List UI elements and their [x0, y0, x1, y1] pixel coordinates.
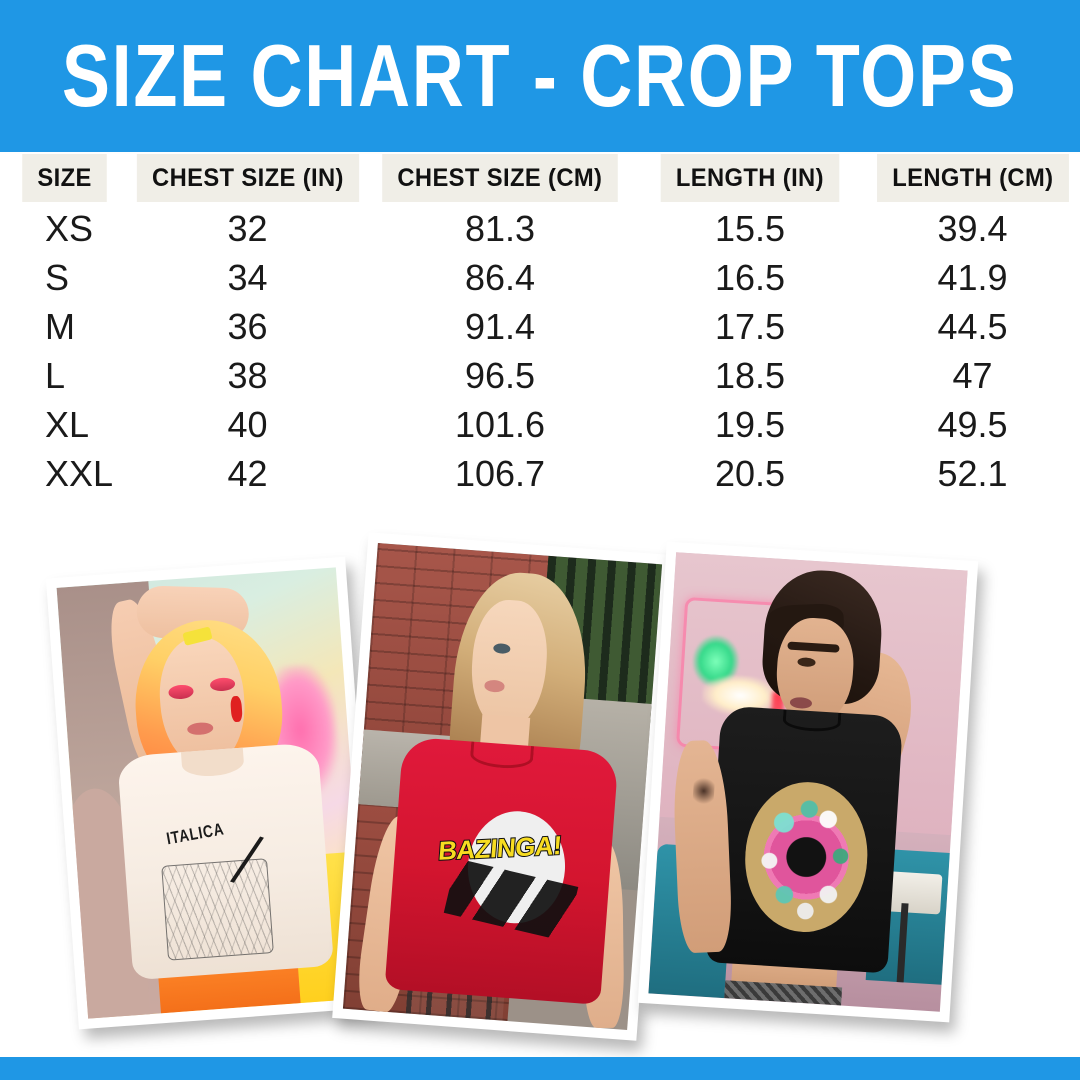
- cell-chest-in: 34: [227, 256, 268, 298]
- table-row: XS 32 81.3 15.5 39.4: [0, 204, 1080, 253]
- cell-chest-in: 38: [227, 354, 268, 396]
- header-row: SIZE CHEST SIZE (IN) CHEST SIZE (CM) LEN…: [0, 152, 1080, 204]
- cell-length-cm: 41.9: [937, 256, 1008, 298]
- cell-size: M: [45, 305, 75, 347]
- table-row: M 36 91.4 17.5 44.5: [0, 302, 1080, 351]
- table-row: S 34 86.4 16.5 41.9: [0, 253, 1080, 302]
- photo-card-bazinga: BAZINGA!: [332, 532, 673, 1041]
- cell-length-in: 18.5: [714, 354, 786, 396]
- size-table-header: SIZE CHEST SIZE (IN) CHEST SIZE (CM) LEN…: [0, 152, 1080, 204]
- table-row: L 38 96.5 18.5 47: [0, 351, 1080, 400]
- cell-length-in: 19.5: [714, 403, 786, 445]
- page-banner: SIZE CHART - CROP TOPS: [0, 0, 1080, 152]
- cell-chest-cm: 96.5: [464, 354, 536, 396]
- page-footer-strip: [0, 1057, 1080, 1080]
- cell-length-cm: 44.5: [937, 305, 1008, 347]
- photo-bazinga-crop-top: BAZINGA!: [342, 542, 663, 1031]
- model-tattoo: [692, 774, 715, 808]
- size-table-body: XS 32 81.3 15.5 39.4 S 34 86.4 16.5 41.9…: [0, 204, 1080, 498]
- size-table: SIZE CHEST SIZE (IN) CHEST SIZE (CM) LEN…: [0, 152, 1080, 498]
- cell-length-in: 17.5: [714, 305, 786, 347]
- cell-length-in: 16.5: [714, 256, 786, 298]
- column-header-chest-in: CHEST SIZE (IN): [130, 152, 365, 204]
- photo-card-donut: [637, 541, 979, 1023]
- column-header-size: SIZE: [0, 152, 130, 204]
- cell-size: L: [45, 354, 66, 396]
- cell-chest-cm: 81.3: [464, 207, 536, 249]
- page-title: SIZE CHART - CROP TOPS: [62, 26, 1018, 125]
- cell-chest-in: 42: [227, 452, 268, 494]
- column-header-chest-cm-label: CHEST SIZE (CM): [382, 154, 618, 202]
- cell-chest-cm: 86.4: [464, 256, 536, 298]
- cell-size: XS: [45, 207, 94, 249]
- cell-size: XL: [45, 403, 90, 445]
- cell-chest-cm: 91.4: [464, 305, 536, 347]
- product-photo-strip: ITALICA: [0, 532, 1080, 1057]
- column-header-chest-cm: CHEST SIZE (CM): [365, 152, 635, 204]
- column-header-chest-in-label: CHEST SIZE (IN): [136, 154, 359, 202]
- table-row: XL 40 101.6 19.5 49.5: [0, 400, 1080, 449]
- cell-size: XXL: [45, 452, 114, 494]
- cell-size: S: [45, 256, 70, 298]
- cell-length-cm: 49.5: [937, 403, 1008, 445]
- cell-length-in: 15.5: [714, 207, 786, 249]
- shirt-graphic-text: BAZINGA!: [436, 829, 563, 867]
- photo-italica-crop-top: ITALICA: [56, 567, 368, 1019]
- cell-chest-cm: 101.6: [454, 403, 546, 445]
- photo-donut-crop-top: [648, 552, 968, 1012]
- band-artwork-figures: [161, 858, 275, 961]
- column-header-length-cm-label: LENGTH (CM): [876, 154, 1069, 202]
- photo-card-italica: ITALICA: [45, 556, 379, 1030]
- cell-length-cm: 39.4: [937, 207, 1008, 249]
- column-header-size-label: SIZE: [22, 154, 108, 202]
- cell-chest-in: 36: [227, 305, 268, 347]
- cell-chest-cm: 106.7: [454, 452, 546, 494]
- cell-chest-in: 32: [227, 207, 268, 249]
- cell-length-in: 20.5: [714, 452, 786, 494]
- column-header-length-cm: LENGTH (CM): [865, 152, 1080, 204]
- cell-length-cm: 52.1: [937, 452, 1008, 494]
- column-header-length-in: LENGTH (IN): [635, 152, 865, 204]
- size-table-container: SIZE CHEST SIZE (IN) CHEST SIZE (CM) LEN…: [0, 152, 1080, 552]
- table-row: XXL 42 106.7 20.5 52.1: [0, 449, 1080, 498]
- column-header-length-in-label: LENGTH (IN): [660, 154, 840, 202]
- cell-length-cm: 47: [952, 354, 993, 396]
- cell-chest-in: 40: [227, 403, 268, 445]
